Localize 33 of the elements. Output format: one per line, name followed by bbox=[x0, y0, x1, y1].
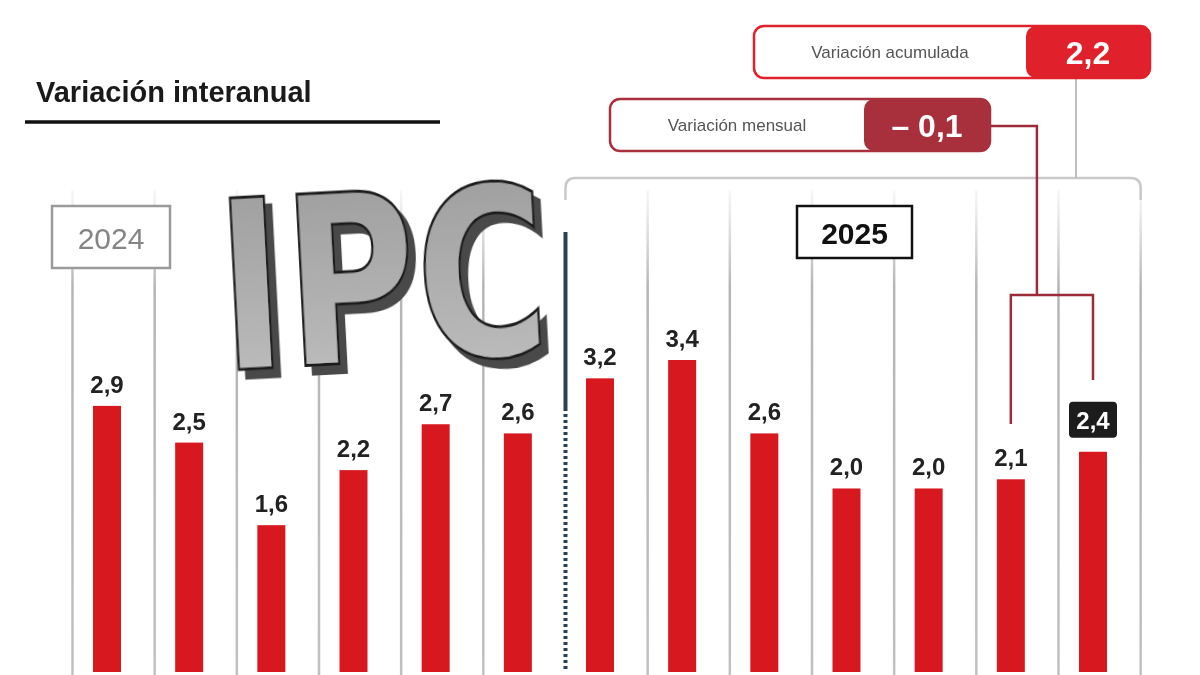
bar bbox=[832, 488, 861, 672]
data-label: 2,0 bbox=[911, 453, 946, 481]
data-label: 2,4 bbox=[1076, 406, 1111, 434]
text: Variación mensual bbox=[667, 115, 807, 135]
text: Variación acumulada bbox=[811, 42, 970, 62]
bar bbox=[996, 479, 1025, 672]
text: 2025 bbox=[821, 216, 888, 250]
data-label: 3,2 bbox=[583, 343, 617, 371]
data-label: 2,6 bbox=[747, 398, 782, 426]
text: 2024 bbox=[77, 221, 145, 255]
text: – 0,1 bbox=[891, 108, 963, 144]
bar bbox=[339, 470, 368, 672]
data-label: 1,6 bbox=[254, 490, 289, 518]
bar bbox=[750, 433, 779, 672]
data-label: 2,1 bbox=[994, 444, 1028, 472]
data-label: 2,5 bbox=[172, 407, 206, 435]
text: 2,2 bbox=[1065, 35, 1111, 71]
data-label: 2,0 bbox=[829, 453, 864, 481]
chart-subtitle: Variación interanual bbox=[36, 76, 312, 108]
bar bbox=[914, 488, 943, 672]
bar bbox=[586, 378, 614, 672]
bar bbox=[1079, 451, 1107, 672]
bar bbox=[668, 360, 697, 672]
bar bbox=[503, 433, 532, 672]
bar bbox=[175, 442, 204, 672]
bar bbox=[421, 424, 450, 672]
data-label: 2,6 bbox=[501, 398, 535, 426]
data-label: 2,7 bbox=[418, 389, 453, 417]
bar bbox=[93, 405, 121, 672]
data-label: 3,4 bbox=[665, 325, 700, 352]
data-label: 2,9 bbox=[90, 370, 124, 398]
bar bbox=[257, 525, 286, 672]
data-label: 2,2 bbox=[336, 435, 371, 463]
